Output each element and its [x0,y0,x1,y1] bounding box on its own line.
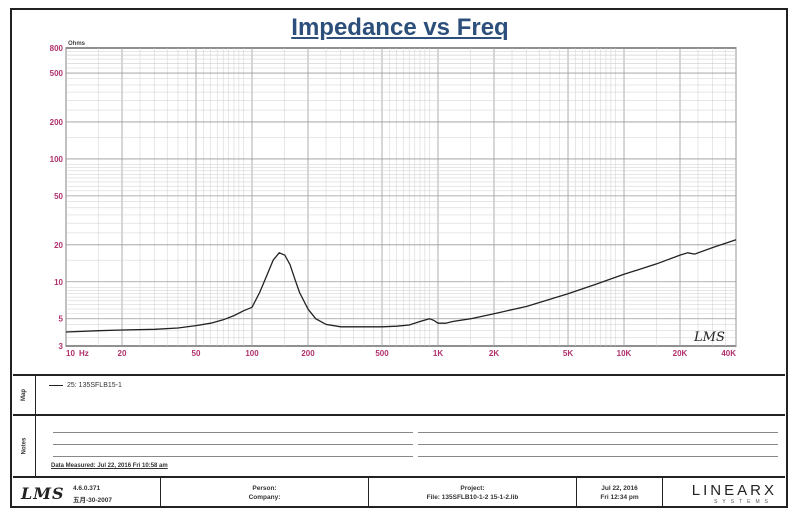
note-line [418,456,778,457]
legend-entry: 25: 135SFLB15-1 [67,382,122,389]
y-tick-label: 100 [50,155,64,164]
chart-title: Impedance vs Freq [291,14,509,41]
x-tick-label: 20 [118,349,127,358]
version-date: 五月-30-2007 [73,497,113,504]
y-tick-labels: 800 500 200 100 50 20 10 5 3 [50,44,64,351]
version: 4.6.0.371 [73,485,101,492]
note-line [418,444,778,445]
x-tick-label: 20K [673,349,688,358]
x-tick-label: 500 [375,349,389,358]
notes-section: Notes Data Measured: Jul 22, 2016 Fri 10… [13,414,785,476]
print-time: Fri 12:34 pm [600,494,639,501]
x-tick-label: 1K [433,349,443,358]
legend-swatch [49,385,63,386]
date-measured: Data Measured: Jul 22, 2016 Fri 10:58 am [51,463,168,469]
y-tick-label: 500 [50,69,64,78]
x-tick-label: 100 [245,349,259,358]
person-label: Person: [252,485,277,492]
note-line [53,432,413,433]
impedance-plot: 800 500 200 100 50 20 10 5 3 10 20 50 100 200 500 1K 2K… [50,41,737,358]
x-tick-label: 200 [301,349,315,358]
x-tick-label: 10K [617,349,632,358]
y-tick-label: 200 [50,118,64,127]
notes-side-label: Notes [13,416,36,476]
x-tick-labels: 10 20 50 100 200 500 1K 2K 5K 10K 20K 40K [66,349,736,358]
note-line [418,432,778,433]
series-line-135sflb15-1 [65,239,737,333]
file-label: File: 135SFLB10-1-2 15-1-2.lib [426,494,519,501]
y-tick-label: 5 [59,315,64,324]
project-label: Project: [460,485,485,492]
linearx-logo-sub: SYSTEMS [714,499,773,505]
y-tick-label: 50 [54,192,63,201]
grid-lines [65,48,737,346]
note-line [53,456,413,457]
lms-chart-logo: LMS [693,330,725,345]
x-tick-label: 10 [66,349,75,358]
x-tick-label: 40K [721,349,736,358]
plot-area [65,47,737,347]
footer-date-cell: Jul 22, 2016 Fri 12:34 pm [577,478,663,508]
x-tick-label: 50 [192,349,201,358]
y-tick-label: 800 [50,44,64,53]
footer: LMS 4.6.0.371 五月-30-2007 Person: Company… [13,476,785,508]
footer-project-cell: Project: File: 135SFLB10-1-2 15-1-2.lib [369,478,577,508]
footer-person-cell: Person: Company: [161,478,369,508]
footer-version-cell: LMS 4.6.0.371 五月-30-2007 [13,478,161,508]
company-label: Company: [248,494,281,501]
map-section: Map 25: 135SFLB15-1 [13,374,785,414]
notes-label: Notes [20,437,27,455]
x-tick-label: 5K [563,349,573,358]
lms-logo: LMS [21,484,65,503]
linearx-logo: LINEARX [691,482,777,499]
map-label: Map [21,389,27,401]
x-tick-label: 2K [489,349,499,358]
legend: 25: 135SFLB15-1 [49,382,122,389]
y-tick-label: 10 [54,278,63,287]
y-tick-label: 3 [59,342,64,351]
note-line [53,444,413,445]
print-date: Jul 22, 2016 [601,485,638,492]
y-unit-label: Ohms [68,41,86,47]
map-side-label: Map [13,376,36,414]
x-unit-label: Hz [79,349,89,358]
y-tick-label: 20 [54,241,63,250]
